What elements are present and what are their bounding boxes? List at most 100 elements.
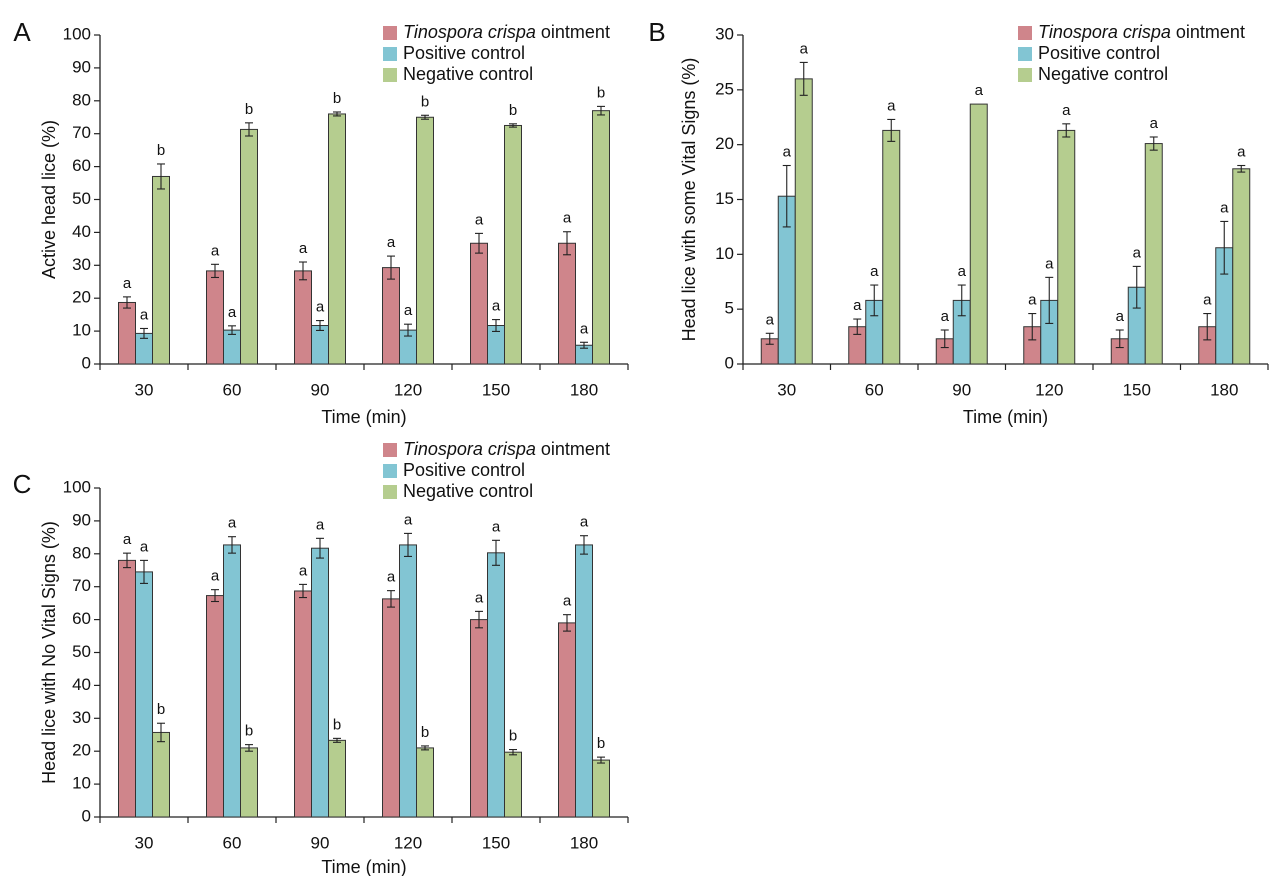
significance-label: b (333, 716, 341, 733)
bar-c-s1-180 (575, 544, 593, 818)
bar-c-s2-30 (152, 731, 170, 818)
legend-entry: Positive control (1038, 43, 1160, 63)
y-tick-label: 0 (82, 353, 91, 372)
bar-a-s2-120 (416, 116, 434, 365)
bar-a-s0-120 (382, 267, 400, 365)
panel-letter: B (648, 17, 665, 47)
bar-c-s1-150 (487, 552, 505, 818)
significance-label: b (245, 723, 253, 740)
significance-label: b (597, 735, 605, 752)
y-tick-label: 30 (72, 255, 91, 274)
bar-b-s2-180 (1232, 168, 1251, 365)
legend-swatch (1018, 68, 1032, 82)
bar-a-s0-90 (294, 270, 312, 365)
significance-label: a (1045, 255, 1054, 272)
panel-letter: C (13, 469, 32, 499)
significance-label: a (1220, 199, 1229, 216)
bar-a-s2-180 (592, 110, 610, 365)
bar-c-s2-60 (240, 747, 258, 818)
x-tick-label: 90 (311, 833, 330, 852)
x-tick-label: 120 (394, 833, 422, 852)
bar-c-s2-180 (592, 759, 610, 818)
x-tick-label: 180 (570, 833, 598, 852)
legend-entry: Tinospora crispa ointment (403, 439, 610, 459)
significance-label: a (1203, 292, 1212, 309)
significance-label: b (421, 93, 429, 110)
bar-b-s2-60 (882, 129, 901, 365)
significance-label: a (387, 234, 396, 251)
significance-label: a (887, 97, 896, 114)
significance-label: a (580, 514, 589, 531)
y-tick-label: 70 (72, 123, 91, 142)
chart-panel-b: B05101520253030aaa60aaa90aaa120aaa150aaa… (648, 17, 1269, 427)
significance-label: a (316, 516, 325, 533)
bar-b-s2-90 (969, 103, 988, 365)
x-axis-label: Time (min) (321, 407, 406, 427)
significance-label: a (140, 306, 149, 323)
legend-entry: Positive control (403, 460, 525, 480)
bar-a-s2-60 (240, 128, 258, 365)
y-axis-label: Head lice with some Vital Signs (%) (679, 58, 699, 342)
significance-label: a (123, 531, 132, 548)
x-tick-label: 120 (1035, 380, 1063, 399)
x-tick-label: 180 (570, 380, 598, 399)
y-tick-label: 5 (725, 299, 734, 318)
y-tick-label: 70 (72, 576, 91, 595)
bar-b-s2-30 (794, 78, 813, 365)
y-tick-label: 20 (72, 741, 91, 760)
significance-label: b (509, 102, 517, 119)
significance-label: a (492, 298, 501, 315)
legend-swatch (383, 443, 397, 457)
y-tick-label: 10 (715, 244, 734, 263)
y-tick-label: 90 (72, 510, 91, 529)
y-axis-label: Head lice with No Vital Signs (%) (39, 521, 59, 784)
significance-label: a (475, 211, 484, 228)
significance-label: b (421, 724, 429, 741)
significance-label: b (157, 142, 165, 159)
significance-label: a (783, 144, 792, 161)
significance-label: a (1062, 102, 1071, 119)
y-tick-label: 90 (72, 57, 91, 76)
bar-a-s0-30 (118, 301, 136, 365)
bar-c-s2-150 (504, 751, 522, 818)
y-tick-label: 80 (72, 543, 91, 562)
x-tick-label: 60 (865, 380, 884, 399)
significance-label: a (870, 263, 879, 280)
significance-label: a (1133, 244, 1142, 261)
bar-c-s2-120 (416, 747, 434, 818)
y-tick-label: 40 (72, 222, 91, 241)
y-tick-label: 10 (72, 774, 91, 793)
y-tick-label: 100 (63, 477, 91, 496)
y-tick-label: 50 (72, 642, 91, 661)
bar-b-s2-120 (1057, 129, 1076, 365)
bar-c-s2-90 (328, 739, 346, 818)
x-tick-label: 30 (777, 380, 796, 399)
x-tick-label: 90 (311, 380, 330, 399)
significance-label: b (157, 701, 165, 718)
legend-swatch (1018, 47, 1032, 61)
x-tick-label: 150 (482, 833, 510, 852)
y-tick-label: 20 (72, 288, 91, 307)
significance-label: a (492, 518, 501, 535)
x-axis-label: Time (min) (963, 407, 1048, 427)
significance-label: a (228, 515, 237, 532)
significance-label: b (597, 84, 605, 101)
y-tick-label: 100 (63, 24, 91, 43)
x-tick-label: 150 (482, 380, 510, 399)
significance-label: a (1116, 308, 1125, 325)
x-axis-label: Time (min) (321, 857, 406, 876)
x-tick-label: 30 (135, 833, 154, 852)
y-tick-label: 60 (72, 156, 91, 175)
significance-label: b (333, 90, 341, 107)
bar-c-s1-60 (223, 544, 241, 818)
bar-c-s0-60 (206, 595, 224, 818)
significance-label: a (853, 297, 862, 314)
legend-entry: Tinospora crispa ointment (403, 22, 610, 42)
y-tick-label: 0 (82, 806, 91, 825)
significance-label: a (800, 40, 809, 57)
x-tick-label: 180 (1210, 380, 1238, 399)
x-tick-label: 150 (1123, 380, 1151, 399)
